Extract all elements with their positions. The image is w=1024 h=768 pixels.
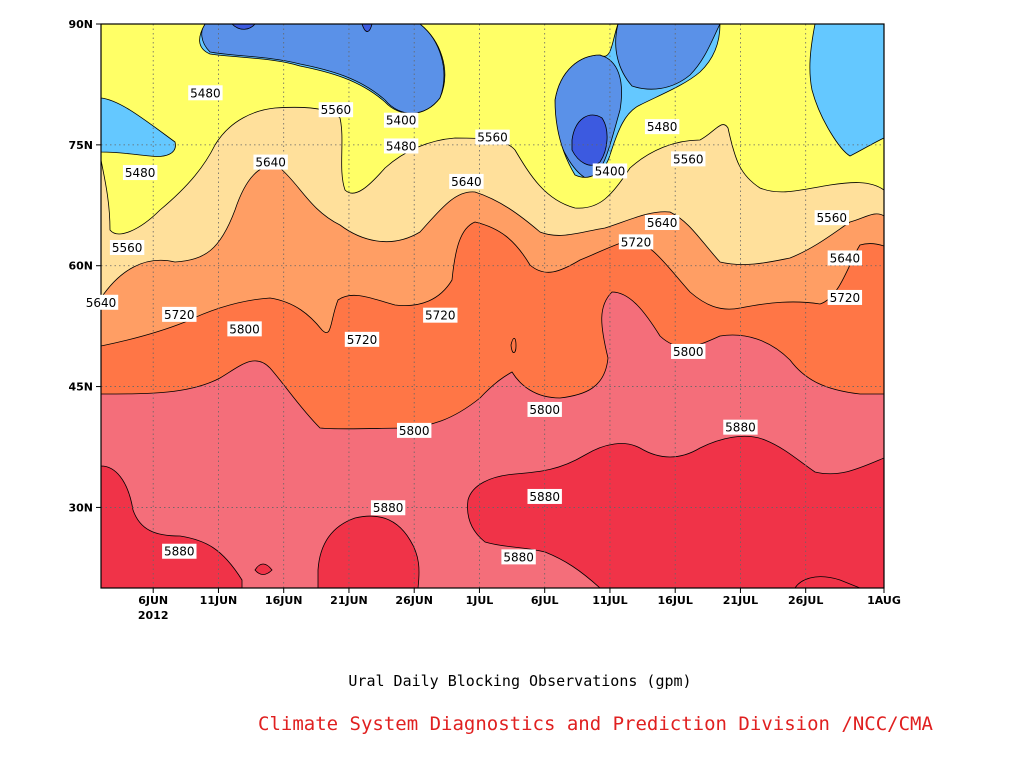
x-tick-label: 11JUN bbox=[200, 594, 238, 607]
contour-label: 5480 bbox=[190, 86, 221, 100]
contour-label-bg bbox=[162, 543, 197, 559]
x-axis: 6JUN 2012 11JUN 16JUN 21JUN 26JUN 1JUL 6JUL 11JU… bbox=[138, 588, 901, 622]
contour-label: 5640 bbox=[255, 156, 286, 170]
x-tick-label: 6JUN bbox=[138, 594, 168, 607]
contour-label: 5560 bbox=[321, 103, 352, 117]
contour-label: 5800 bbox=[673, 345, 704, 359]
chart-subtitle: Ural Daily Blocking Observations (gpm) bbox=[348, 672, 692, 690]
band-above-5960 bbox=[101, 465, 243, 588]
credit-line: Climate System Diagnostics and Predictio… bbox=[258, 713, 933, 735]
contour-label: 5800 bbox=[229, 322, 260, 336]
x-tick-label: 26JUL bbox=[788, 594, 823, 607]
contour-label: 5400 bbox=[386, 114, 417, 128]
contour-label: 5480 bbox=[125, 166, 156, 180]
contour-label: 5560 bbox=[477, 131, 508, 145]
contour-label-bg bbox=[83, 294, 119, 310]
contour-label-bg bbox=[644, 215, 680, 231]
contour-label-bg bbox=[527, 488, 562, 504]
contour-label: 5880 bbox=[725, 421, 756, 435]
contour-label: 5720 bbox=[621, 235, 652, 249]
x-tick-label: 21JUL bbox=[723, 594, 758, 607]
contour-label-bg bbox=[618, 234, 654, 250]
contour-label: 5640 bbox=[647, 216, 678, 230]
contour-label: 5560 bbox=[673, 152, 704, 166]
low-west-edge bbox=[101, 97, 176, 157]
contour-label: 5720 bbox=[164, 308, 195, 322]
contour-label-bg bbox=[827, 289, 863, 305]
contour-label: 5880 bbox=[373, 501, 404, 515]
contour-label: 5800 bbox=[529, 403, 560, 417]
contour-label-bg bbox=[449, 173, 484, 189]
x-tick-label: 21JUN bbox=[330, 594, 368, 607]
contour-label-bg bbox=[671, 151, 706, 167]
x-tick-year: 2012 bbox=[138, 609, 169, 622]
x-tick-label: 16JUN bbox=[265, 594, 303, 607]
x-tick-label: 1JUL bbox=[466, 594, 494, 607]
y-tick-label: 90N bbox=[68, 18, 93, 31]
band-above-5960-spot bbox=[254, 563, 273, 575]
x-tick-label: 26JUN bbox=[395, 594, 433, 607]
filled-contours bbox=[101, 24, 884, 588]
band-5800-5880-spot bbox=[510, 337, 517, 354]
contour-label-bg bbox=[827, 250, 863, 266]
contour-label-bg bbox=[397, 422, 432, 438]
contour-label-bg bbox=[383, 138, 419, 154]
contour-label: 5720 bbox=[830, 291, 861, 305]
contour-label-bg bbox=[122, 165, 158, 181]
contour-label-bg bbox=[227, 321, 262, 337]
contour-label-bg bbox=[527, 401, 562, 417]
x-tick-label: 1AUG bbox=[867, 594, 901, 607]
contour-label-bg bbox=[188, 85, 223, 101]
contour-label-bg bbox=[723, 419, 758, 435]
low-5320-core bbox=[571, 114, 608, 166]
x-tick-label: 11JUL bbox=[592, 594, 627, 607]
contour-label: 5880 bbox=[164, 545, 195, 559]
y-tick-label: 30N bbox=[68, 501, 93, 514]
contour-labels: 5480 5560 5400 5480 5560 5480 5640 5640 5400 5480… bbox=[83, 85, 863, 565]
contour-label: 5560 bbox=[817, 211, 848, 225]
contour-label: 5480 bbox=[647, 120, 678, 134]
contour-label: 5640 bbox=[830, 251, 861, 265]
contour-label: 5480 bbox=[386, 139, 417, 153]
low-5400-northeast bbox=[615, 24, 721, 90]
contour-label: 5880 bbox=[503, 550, 534, 564]
y-tick-label: 45N bbox=[68, 381, 93, 394]
contour-label-bg bbox=[253, 154, 288, 170]
contour-label-bg bbox=[644, 119, 680, 135]
x-tick-label: 6JUL bbox=[531, 594, 559, 607]
contour-label-bg bbox=[475, 129, 510, 145]
contour-label-bg bbox=[814, 210, 849, 226]
contour-label: 5720 bbox=[347, 333, 378, 347]
contour-label-bg bbox=[162, 306, 197, 322]
contour-label-bg bbox=[501, 549, 536, 565]
contour-label: 5800 bbox=[399, 424, 430, 438]
contour-label-bg bbox=[671, 343, 706, 359]
y-axis: 30N 45N 60N 75N 90N bbox=[68, 18, 101, 514]
contour-label: 5400 bbox=[595, 164, 626, 178]
contour-label: 5880 bbox=[529, 490, 560, 504]
y-tick-label: 75N bbox=[68, 139, 93, 152]
contour-label: 5560 bbox=[112, 241, 143, 255]
contour-label: 5640 bbox=[451, 175, 482, 189]
grid-lines bbox=[101, 24, 884, 588]
contour-label-bg bbox=[318, 102, 354, 118]
contour-label-bg bbox=[370, 500, 406, 516]
band-above-5960-center bbox=[317, 515, 420, 588]
low-5400-north bbox=[201, 24, 445, 114]
x-tick-label: 16JUL bbox=[658, 594, 693, 607]
contour-label-bg bbox=[383, 112, 419, 128]
contour-label: 5640 bbox=[86, 296, 117, 310]
contour-label-bg bbox=[109, 239, 145, 255]
contour-label-bg bbox=[344, 331, 380, 347]
contour-label: 5720 bbox=[425, 309, 456, 323]
contour-label-bg bbox=[592, 163, 628, 179]
y-tick-label: 60N bbox=[68, 260, 93, 273]
contour-label-bg bbox=[423, 307, 458, 323]
